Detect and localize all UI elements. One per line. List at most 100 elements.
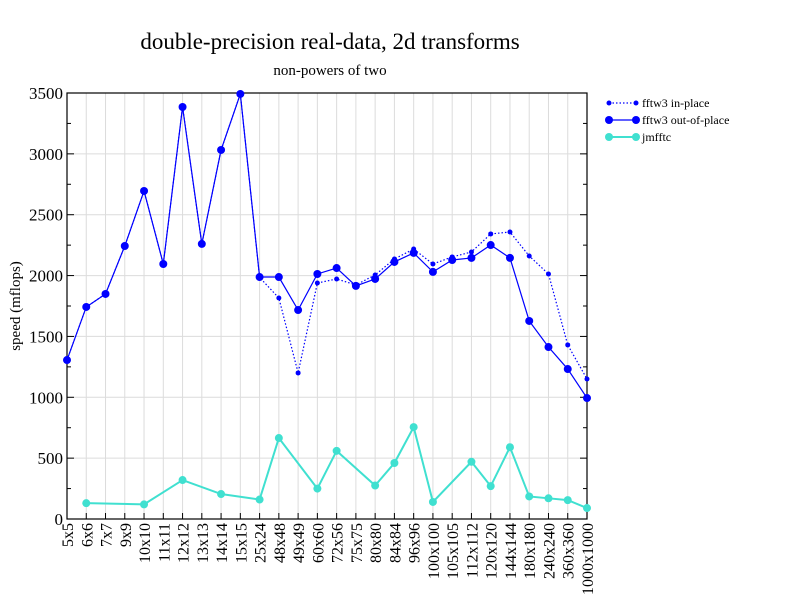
y-axis-label: speed (mflops) — [8, 261, 24, 351]
x-tick-label: 11x11 — [156, 523, 173, 562]
data-point — [507, 229, 513, 235]
data-point — [428, 267, 437, 276]
data-point — [274, 434, 283, 443]
legend-item: jmfftc — [605, 130, 671, 144]
chart-title: double-precision real-data, 2d transform… — [140, 29, 520, 54]
data-point — [159, 260, 168, 269]
data-point — [583, 394, 591, 403]
data-point — [505, 443, 514, 452]
x-tick-label: 9x9 — [118, 523, 135, 547]
data-point — [428, 497, 437, 506]
x-tick-label: 60x60 — [310, 523, 327, 563]
series-fftw3-out-of-place — [63, 89, 591, 403]
x-tick-label: 25x24 — [253, 523, 270, 563]
data-point — [583, 504, 591, 513]
data-point — [486, 241, 495, 250]
x-tick-label: 13x13 — [195, 523, 212, 563]
x-tick-label: 49x49 — [291, 523, 308, 563]
data-point — [294, 306, 303, 315]
data-point — [178, 476, 187, 485]
y-tick-label: 3000 — [29, 145, 63, 164]
data-point — [371, 274, 380, 283]
x-tick-label: 14x14 — [214, 523, 231, 563]
data-point — [140, 500, 149, 509]
x-tick-label: 15x15 — [233, 523, 250, 563]
data-point — [314, 280, 320, 286]
series-fftw3-in-place — [64, 91, 590, 382]
legend-marker — [605, 116, 613, 124]
data-point — [563, 365, 572, 374]
legend-marker — [606, 100, 612, 106]
series-jmfftc — [82, 423, 591, 513]
legend-marker — [633, 100, 639, 106]
data-point — [525, 316, 534, 325]
data-point — [332, 264, 341, 273]
data-point — [430, 261, 436, 267]
data-point — [467, 457, 476, 466]
data-point — [544, 494, 553, 503]
x-tick-label: 120x120 — [484, 523, 501, 579]
data-point — [544, 343, 553, 352]
data-point — [120, 241, 129, 250]
y-tick-label: 2000 — [29, 267, 63, 286]
plot-frame — [66, 92, 588, 520]
data-point — [313, 484, 322, 493]
data-point — [82, 499, 91, 508]
data-point — [563, 496, 572, 505]
data-point — [526, 253, 532, 259]
data-point — [236, 89, 245, 98]
x-tick-label: 84x84 — [387, 523, 404, 563]
x-tick-label: 96x96 — [407, 523, 424, 563]
data-point — [332, 446, 341, 455]
data-point — [255, 273, 264, 282]
data-point — [409, 423, 418, 432]
x-tick-label: 12x12 — [176, 523, 193, 563]
data-point — [274, 273, 283, 282]
data-point — [178, 102, 187, 111]
data-point — [390, 459, 399, 468]
x-tick-label: 144x144 — [503, 523, 520, 579]
data-point — [276, 295, 282, 301]
x-tick-label: 100x100 — [426, 523, 443, 579]
legend-label: jmfftc — [641, 130, 671, 144]
y-tick-label: 3500 — [29, 84, 63, 103]
data-point — [217, 145, 226, 154]
x-tick-label: 5x5 — [60, 523, 77, 547]
x-tick-label: 360x360 — [561, 523, 578, 579]
x-tick-label: 105x105 — [445, 523, 462, 579]
data-point — [409, 248, 418, 257]
y-tick-label: 1500 — [29, 327, 63, 346]
data-point — [334, 276, 340, 282]
data-point — [197, 239, 206, 248]
y-tick-label: 0 — [55, 510, 64, 529]
data-point — [486, 482, 495, 491]
x-tick-label: 180x180 — [522, 523, 539, 579]
legend-marker — [632, 116, 640, 124]
data-point — [351, 281, 360, 290]
legend-item: fftw3 in-place — [606, 96, 709, 110]
legend-label: fftw3 in-place — [642, 96, 709, 110]
data-point — [448, 255, 457, 264]
data-point — [467, 253, 476, 262]
x-tick-label: 80x80 — [368, 523, 385, 563]
data-point — [525, 492, 534, 501]
data-point — [140, 186, 149, 195]
legend-marker — [632, 133, 640, 141]
x-tick-label: 10x10 — [137, 523, 154, 563]
data-point — [505, 253, 514, 262]
data-point — [63, 356, 71, 365]
x-tick-label: 6x6 — [79, 523, 96, 547]
legend-marker — [605, 133, 613, 141]
x-tick-label: 75x75 — [349, 523, 366, 563]
data-point — [255, 495, 264, 504]
x-tick-label: 72x56 — [330, 523, 347, 563]
data-point — [565, 342, 571, 348]
series-line — [66, 93, 588, 399]
data-point — [217, 490, 226, 499]
x-tick-label: 1000x1000 — [580, 523, 597, 595]
y-tick-label: 500 — [38, 449, 64, 468]
data-point — [82, 302, 91, 311]
data-point — [295, 370, 301, 376]
legend-label: fftw3 out-of-place — [642, 113, 729, 127]
x-tick-label: 48x48 — [272, 523, 289, 563]
